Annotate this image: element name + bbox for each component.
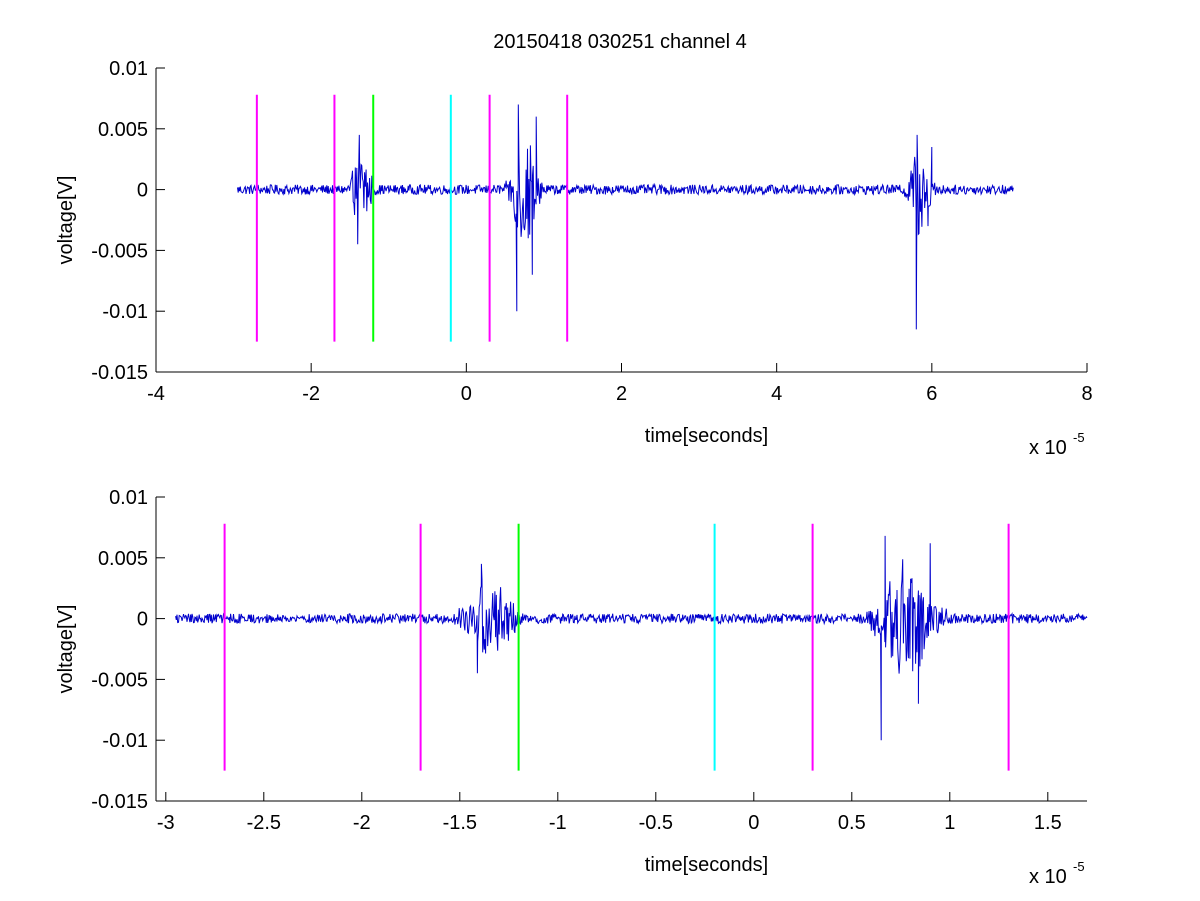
signal-trace xyxy=(175,535,1088,741)
y-tick-label: -0.005 xyxy=(91,240,148,262)
y-tick-label: 0 xyxy=(137,180,148,202)
signal-trace xyxy=(237,104,1014,330)
x-axis-label: time[seconds] xyxy=(645,854,768,876)
x-tick-label: 1 xyxy=(944,812,955,834)
x-tick-label: -2.5 xyxy=(247,812,281,834)
x-tick-label: 6 xyxy=(926,383,937,405)
y-tick-label: -0.01 xyxy=(102,301,148,323)
x-tick-label: -2 xyxy=(302,383,320,405)
x-axis-label: time[seconds] xyxy=(645,425,768,447)
y-tick-label: 0.01 xyxy=(109,487,148,509)
x-axis-multiplier: x 10 xyxy=(1029,866,1067,888)
x-tick-label: 2 xyxy=(616,383,627,405)
y-tick-label: -0.01 xyxy=(102,730,148,752)
x-tick-label: 0.5 xyxy=(838,812,866,834)
x-axis-multiplier-exponent: -5 xyxy=(1073,430,1085,445)
x-tick-label: 8 xyxy=(1081,383,1092,405)
x-tick-label: -1 xyxy=(549,812,567,834)
y-axis-label: voltage[V] xyxy=(55,176,77,265)
y-tick-label: -0.015 xyxy=(91,791,148,813)
x-tick-label: 0 xyxy=(748,812,759,834)
x-tick-label: -4 xyxy=(147,383,165,405)
x-tick-label: 4 xyxy=(771,383,782,405)
y-tick-label: 0 xyxy=(137,609,148,631)
x-tick-label: -1.5 xyxy=(443,812,477,834)
y-tick-label: 0.01 xyxy=(109,58,148,80)
y-axis-label: voltage[V] xyxy=(55,605,77,694)
x-tick-label: -2 xyxy=(353,812,371,834)
top-plot-panel: -4 -2 0 2 4 6 8 0.01 0.005 0 -0.005 -0.01 -0.015 time… xyxy=(55,58,1093,459)
y-tick-label: -0.005 xyxy=(91,669,148,691)
x-tick-label: -3 xyxy=(157,812,175,834)
y-tick-label: 0.005 xyxy=(98,119,148,141)
bottom-plot-panel: -3 -2.5 -2 -1.5 -1 -0.5 0 0.5 1 1.5 0.01 0.005 0 -0.0… xyxy=(55,487,1088,888)
y-tick-label: -0.015 xyxy=(91,362,148,384)
x-tick-label: -0.5 xyxy=(639,812,673,834)
x-axis-multiplier: x 10 xyxy=(1029,437,1067,459)
y-tick-label: 0.005 xyxy=(98,548,148,570)
x-tick-label: 0 xyxy=(461,383,472,405)
x-axis-multiplier-exponent: -5 xyxy=(1073,859,1085,874)
figure-title: 20150418 030251 channel 4 xyxy=(493,31,747,53)
x-tick-label: 1.5 xyxy=(1034,812,1062,834)
